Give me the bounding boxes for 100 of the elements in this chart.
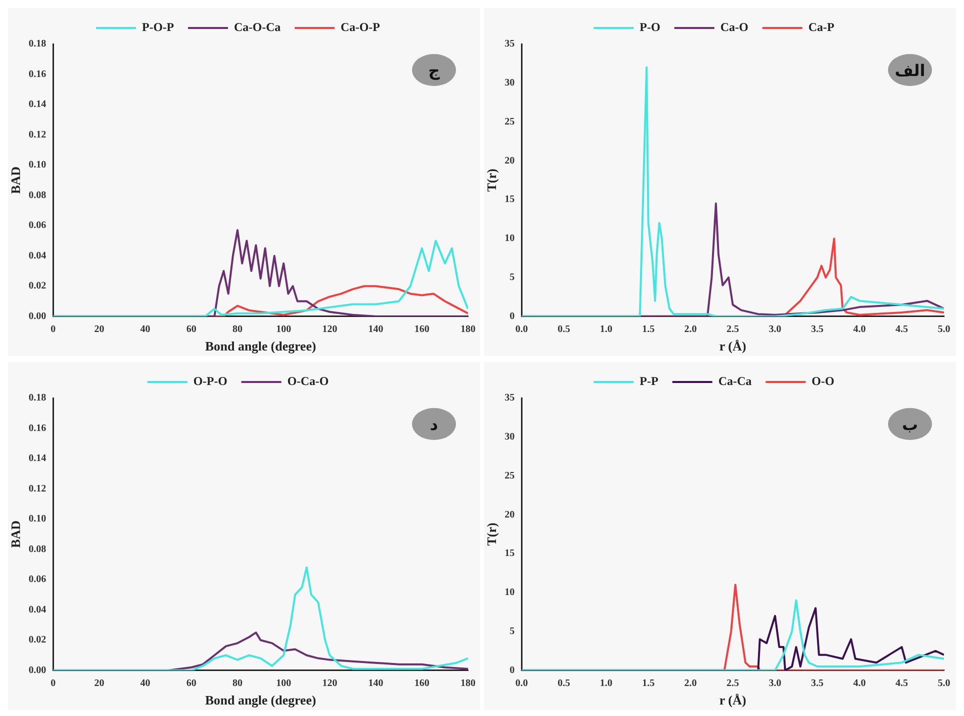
y-tick-label: 20 [504, 155, 515, 166]
x-tick-label: 3.0 [768, 678, 782, 689]
legend-label: P-O-P [142, 20, 174, 34]
x-tick-label: 3.5 [811, 678, 824, 689]
oval-badge: ب [888, 408, 932, 440]
y-axis-title: T(r) [484, 168, 500, 192]
y-tick-label: 0.12 [28, 129, 46, 140]
x-tick-label: 1.0 [600, 324, 612, 335]
y-tick-label: 0.02 [28, 280, 46, 292]
legend-label: P-O [640, 20, 660, 34]
x-tick-label: 1.5 [642, 324, 655, 335]
x-tick-label: 40 [140, 324, 150, 335]
x-tick-label: 120 [322, 324, 338, 335]
x-tick-label: 4.5 [896, 678, 908, 689]
x-tick-label: 180 [460, 324, 476, 335]
legend-label: Ca-P [808, 20, 834, 34]
y-axis-title: T(r) [484, 522, 500, 546]
y-tick-label: 0.10 [28, 514, 46, 525]
legend-label: P-P [640, 374, 658, 388]
y-tick-label: 0.12 [28, 483, 46, 494]
x-tick-label: 20 [94, 324, 104, 335]
legend-label: O-O [812, 374, 834, 388]
annotation: ب [902, 414, 918, 434]
legend-label: Ca-O-P [340, 20, 380, 34]
y-tick-label: 0.00 [28, 310, 46, 322]
legend-label: Ca-O-Ca [234, 20, 281, 34]
y-tick-label: 0.08 [28, 190, 46, 201]
x-tick-label: 0 [50, 678, 56, 689]
y-tick-label: 35 [504, 392, 515, 404]
x-axis-title: r (Å) [719, 338, 746, 354]
x-tick-label: 2.0 [684, 678, 697, 689]
x-tick-label: 0.5 [558, 678, 570, 689]
legend-label: Ca-O [720, 20, 748, 34]
x-tick-label: 160 [414, 324, 430, 335]
y-tick-label: 30 [504, 77, 515, 88]
x-tick-label: 3.0 [768, 324, 782, 335]
x-tick-label: 120 [322, 678, 338, 689]
y-tick-label: 25 [504, 470, 515, 482]
x-tick-label: 140 [368, 324, 384, 335]
y-tick-label: 0.14 [28, 99, 46, 110]
y-tick-label: 0.04 [28, 604, 46, 616]
y-tick-label: 0.02 [28, 634, 46, 646]
oval-badge: الف [888, 54, 932, 86]
x-tick-label: 60 [186, 678, 196, 689]
x-tick-label: 4.5 [896, 324, 908, 335]
legend-label: O-Ca-O [287, 374, 329, 388]
x-tick-label: 2.5 [726, 678, 740, 689]
x-axis-title: r (Å) [719, 692, 746, 708]
x-tick-label: 40 [140, 678, 150, 689]
legend-label: O-P-O [193, 374, 228, 388]
x-tick-label: 20 [94, 678, 104, 689]
y-tick-label: 0.18 [28, 392, 46, 404]
y-tick-label: 5 [510, 272, 515, 284]
y-tick-label: 10 [504, 587, 515, 598]
x-tick-label: 0.0 [515, 678, 528, 689]
y-tick-label: 0.04 [28, 250, 46, 262]
annotation: ج [428, 60, 440, 80]
y-tick-label: 0 [510, 310, 515, 322]
y-tick-label: 0.00 [28, 664, 46, 676]
y-tick-label: 15 [504, 194, 515, 206]
x-tick-label: 80 [232, 678, 242, 689]
y-tick-label: 15 [504, 548, 515, 560]
x-tick-label: 0.5 [558, 324, 570, 335]
x-tick-label: 80 [232, 324, 242, 335]
oval-badge: ج [412, 54, 456, 86]
x-tick-label: 160 [414, 678, 430, 689]
y-tick-label: 0.06 [28, 574, 46, 586]
oval-badge: د [412, 408, 456, 440]
x-tick-label: 0 [50, 324, 56, 335]
x-tick-label: 5.0 [938, 324, 950, 335]
y-tick-label: 35 [504, 38, 515, 50]
annotation: د [430, 414, 438, 434]
x-tick-label: 2.0 [684, 324, 697, 335]
x-tick-label: 100 [276, 678, 292, 689]
y-tick-label: 25 [504, 116, 515, 128]
x-tick-label: 60 [186, 324, 196, 335]
x-tick-label: 5.0 [938, 678, 950, 689]
y-tick-label: 0.08 [28, 544, 46, 555]
y-tick-label: 30 [504, 431, 515, 442]
x-axis-title: Bond angle (degree) [205, 692, 316, 708]
x-tick-label: 0.0 [515, 324, 528, 335]
y-tick-label: 0.14 [28, 453, 46, 464]
y-tick-label: 20 [504, 509, 515, 520]
annotation: الف [894, 60, 926, 80]
y-tick-label: 0.18 [28, 38, 46, 50]
y-tick-label: 5 [510, 626, 515, 638]
x-axis-title: Bond angle (degree) [205, 338, 316, 354]
x-tick-label: 4.0 [853, 678, 866, 689]
x-tick-label: 100 [276, 324, 292, 335]
x-tick-label: 3.5 [811, 324, 824, 335]
x-tick-label: 1.0 [600, 678, 612, 689]
y-tick-label: 10 [504, 233, 515, 244]
y-axis-title: BAD [8, 520, 24, 548]
legend-label: Ca-Ca [718, 374, 752, 388]
x-tick-label: 140 [368, 678, 384, 689]
y-tick-label: 0.16 [28, 68, 46, 80]
x-tick-label: 4.0 [853, 324, 866, 335]
y-tick-label: 0 [510, 664, 515, 676]
x-tick-label: 1.5 [642, 678, 655, 689]
y-tick-label: 0.16 [28, 422, 46, 434]
